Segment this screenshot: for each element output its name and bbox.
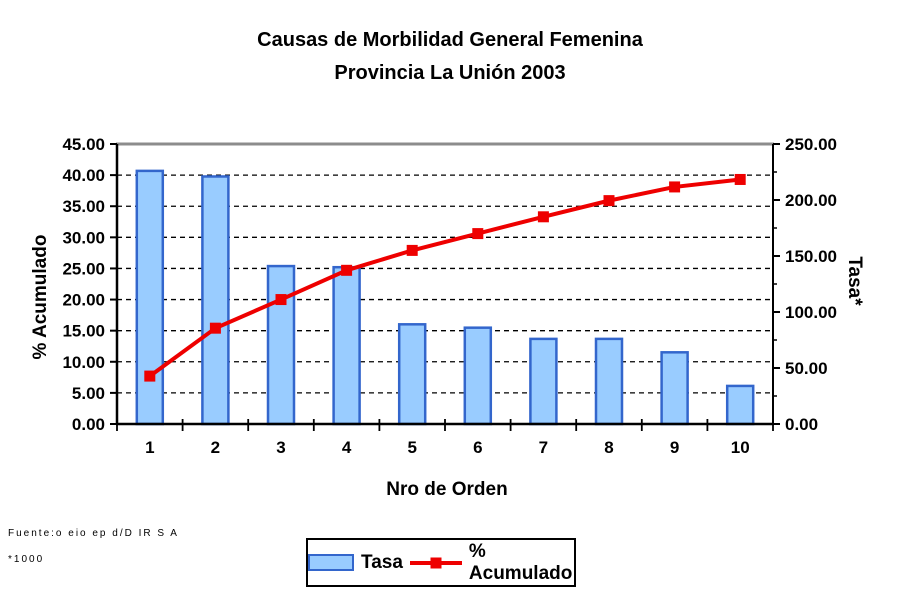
- left-tick-label: 25.00: [62, 259, 105, 278]
- x-category-label: 3: [276, 438, 285, 457]
- acumulado-marker-5: [406, 244, 418, 256]
- x-category-label: 9: [670, 438, 679, 457]
- bar-cause-3: [266, 264, 296, 426]
- acumulado-marker-7: [537, 211, 549, 223]
- left-tick-label: 40.00: [62, 166, 105, 185]
- x-category-label: 5: [407, 438, 416, 457]
- acumulado-marker-10: [734, 173, 746, 185]
- x-category-label: 8: [604, 438, 613, 457]
- chart-title-line2: Provincia La Unión 2003: [334, 62, 566, 84]
- bar-cause-5: [397, 323, 427, 426]
- right-tick-label: 100.00: [785, 303, 837, 322]
- chart-title-line1: Causas de Morbilidad General Femenina: [257, 29, 643, 51]
- acumulado-marker-1: [144, 370, 156, 382]
- right-tick-label: 200.00: [785, 191, 837, 210]
- bar-cause-2: [201, 175, 230, 426]
- left-tick-label: 5.00: [72, 384, 105, 403]
- legend-label-acumulado: % Acumulado: [468, 540, 573, 584]
- right-tick-label: 0.00: [785, 415, 818, 434]
- acumulado-marker-6: [472, 228, 484, 240]
- acumulado-marker-4: [341, 264, 353, 276]
- right-tick-label: 150.00: [785, 247, 837, 266]
- x-category-label: 7: [539, 438, 548, 457]
- rate-multiplier-note: *1000: [8, 554, 45, 565]
- left-tick-label: 35.00: [62, 197, 105, 216]
- left-tick-label: 45.00: [62, 135, 105, 154]
- right-tick-label: 250.00: [785, 135, 837, 154]
- chart-title: Causas de Morbilidad General Femenina Pr…: [0, 24, 900, 90]
- x-axis-title: Nro de Orden: [386, 479, 508, 500]
- x-category-label: 6: [473, 438, 482, 457]
- left-tick-label: 20.00: [62, 291, 105, 310]
- x-category-label: 2: [211, 438, 220, 457]
- acumulado-marker-9: [669, 181, 681, 193]
- legend-box: Tasa % Acumulado: [306, 538, 576, 587]
- x-category-label: 10: [731, 438, 750, 457]
- bar-cause-8: [594, 337, 624, 426]
- acumulado-line: [148, 177, 741, 378]
- acumulado-marker-2: [209, 322, 221, 334]
- left-tick-label: 0.00: [72, 415, 105, 434]
- bar-cause-4: [332, 265, 361, 426]
- legend-bar-swatch-icon: [308, 554, 354, 571]
- left-tick-label: 30.00: [62, 228, 105, 247]
- legend-label-tasa: Tasa: [361, 551, 403, 573]
- right-tick-label: 50.00: [785, 359, 828, 378]
- source-note: Fuente:o eio ep d/D IR S A: [8, 528, 179, 539]
- bar-cause-7: [529, 337, 558, 426]
- bar-cause-1: [135, 169, 165, 426]
- bar-cause-6: [463, 326, 493, 426]
- acumulado-marker-3: [275, 294, 287, 306]
- left-tick-label: 10.00: [62, 353, 105, 372]
- left-tick-label: 15.00: [62, 322, 105, 341]
- acumulado-marker-8: [603, 195, 615, 207]
- bar-cause-10: [725, 384, 755, 426]
- x-category-label: 4: [342, 438, 352, 457]
- x-category-label: 1: [145, 438, 154, 457]
- bar-cause-9: [660, 351, 689, 426]
- legend-line-marker-icon: [409, 560, 462, 565]
